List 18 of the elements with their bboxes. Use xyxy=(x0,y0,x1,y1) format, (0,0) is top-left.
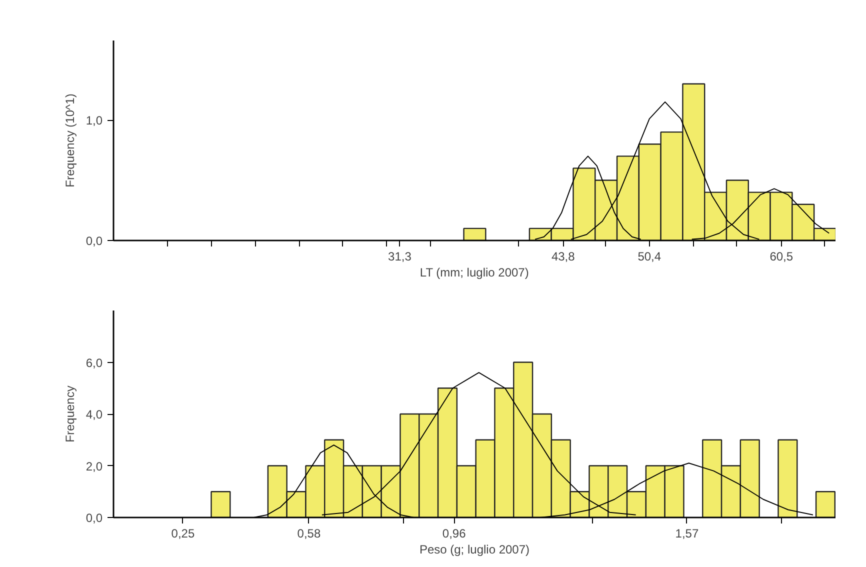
x-tick-label: 0,96 xyxy=(442,526,466,540)
y-tick-label: 1,0 xyxy=(86,114,103,128)
y-tick-label: 0,0 xyxy=(86,511,103,525)
y-tick-label: 0,0 xyxy=(86,234,103,248)
y-axis-title: Frequency xyxy=(62,386,77,442)
x-tick-label: 31,3 xyxy=(388,250,412,264)
x-tick-label: 60,5 xyxy=(770,250,794,264)
x-tick-label: 0,25 xyxy=(171,526,195,540)
x-tick-label: 43,8 xyxy=(551,250,576,264)
y-tick-label: 4,0 xyxy=(86,408,103,422)
y-axis-title: Frequency (10^1) xyxy=(62,94,77,188)
x-axis-title: Peso (g; luglio 2007) xyxy=(419,542,530,556)
y-tick-label: 6,0 xyxy=(86,356,103,370)
y-tick-label: 2,0 xyxy=(86,459,103,474)
x-axis-title: LT (mm; luglio 2007) xyxy=(420,266,529,280)
x-tick-label: 0,58 xyxy=(297,526,321,540)
x-tick-label: 50,4 xyxy=(638,250,662,264)
x-tick-label: 1,57 xyxy=(675,526,699,540)
